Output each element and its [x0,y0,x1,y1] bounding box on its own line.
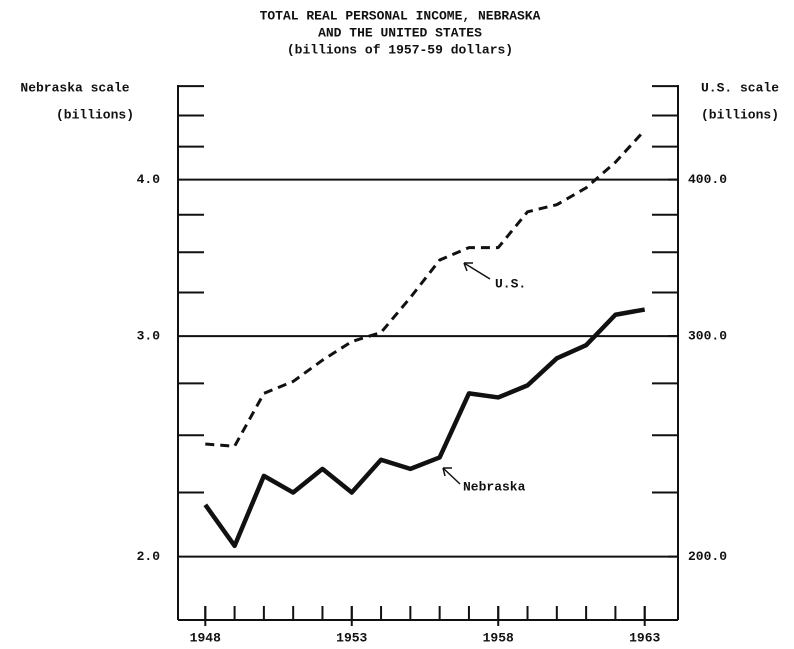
y-axis-label: Nebraska scale [20,80,129,95]
x-tick-label: 1958 [483,630,514,645]
x-tick-label: 1948 [190,630,221,645]
annotation-arrow [463,262,473,272]
x-tick-label: 1963 [629,630,660,645]
y-axis-label: (billions) [56,107,134,122]
series-line [203,307,646,549]
y-tick-label: 3.0 [137,329,161,344]
series-annotation: U.S. [495,276,526,291]
annotation-arrow [442,467,452,477]
chart-title: AND THE UNITED STATES [318,25,482,40]
annotation-arrow [442,467,461,485]
chart-title: (billions of 1957-59 dollars) [287,42,513,57]
y2-axis-label: (billions) [701,107,779,122]
y2-tick-label: 400.0 [688,172,727,187]
y2-axis-label: U.S. scale [701,80,779,95]
annotation-arrow [463,262,491,280]
y-tick-label: 2.0 [137,549,161,564]
chart-title: TOTAL REAL PERSONAL INCOME, NEBRASKA [260,8,541,23]
x-tick-label: 1953 [336,630,367,645]
y2-tick-label: 300.0 [688,329,727,344]
y-tick-label: 4.0 [137,172,161,187]
series-line [205,129,646,448]
y2-tick-label: 200.0 [688,549,727,564]
series-annotation: Nebraska [463,479,526,494]
